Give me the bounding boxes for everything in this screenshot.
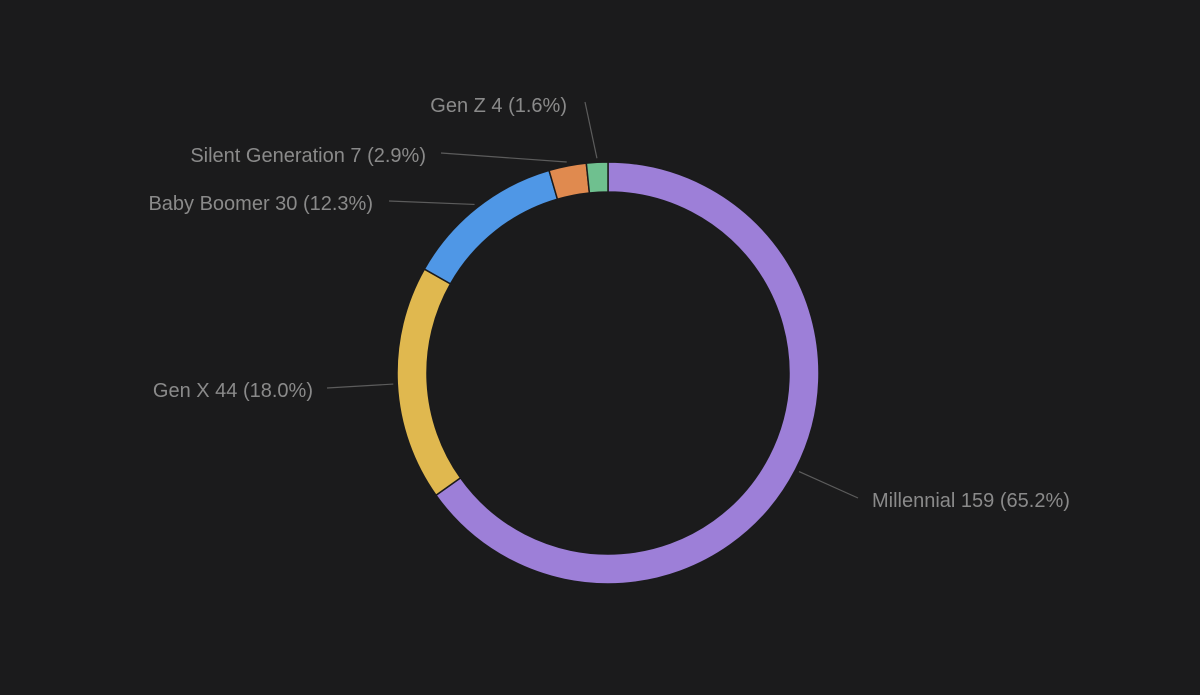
leader-line-millennial [798, 471, 859, 499]
slice-label-silent-generation: Silent Generation 7 (2.9%) [190, 145, 426, 167]
slice-label-gen-z: Gen Z 4 (1.6%) [430, 95, 567, 117]
slice-baby-boomer[interactable] [423, 169, 559, 285]
slice-silent-generation[interactable] [548, 162, 591, 201]
leader-line-gen-x [326, 383, 394, 389]
leader-line-gen-z [584, 101, 598, 159]
slice-gen-z[interactable] [585, 161, 609, 194]
slice-label-baby-boomer: Baby Boomer 30 (12.3%) [148, 193, 373, 215]
slice-label-millennial: Millennial 159 (65.2%) [872, 490, 1070, 512]
slice-gen-x[interactable] [396, 268, 462, 497]
slice-millennial[interactable] [434, 161, 820, 585]
leader-line-silent-generation [440, 152, 567, 163]
leader-line-baby-boomer [388, 200, 475, 206]
slice-label-gen-x: Gen X 44 (18.0%) [153, 380, 313, 402]
